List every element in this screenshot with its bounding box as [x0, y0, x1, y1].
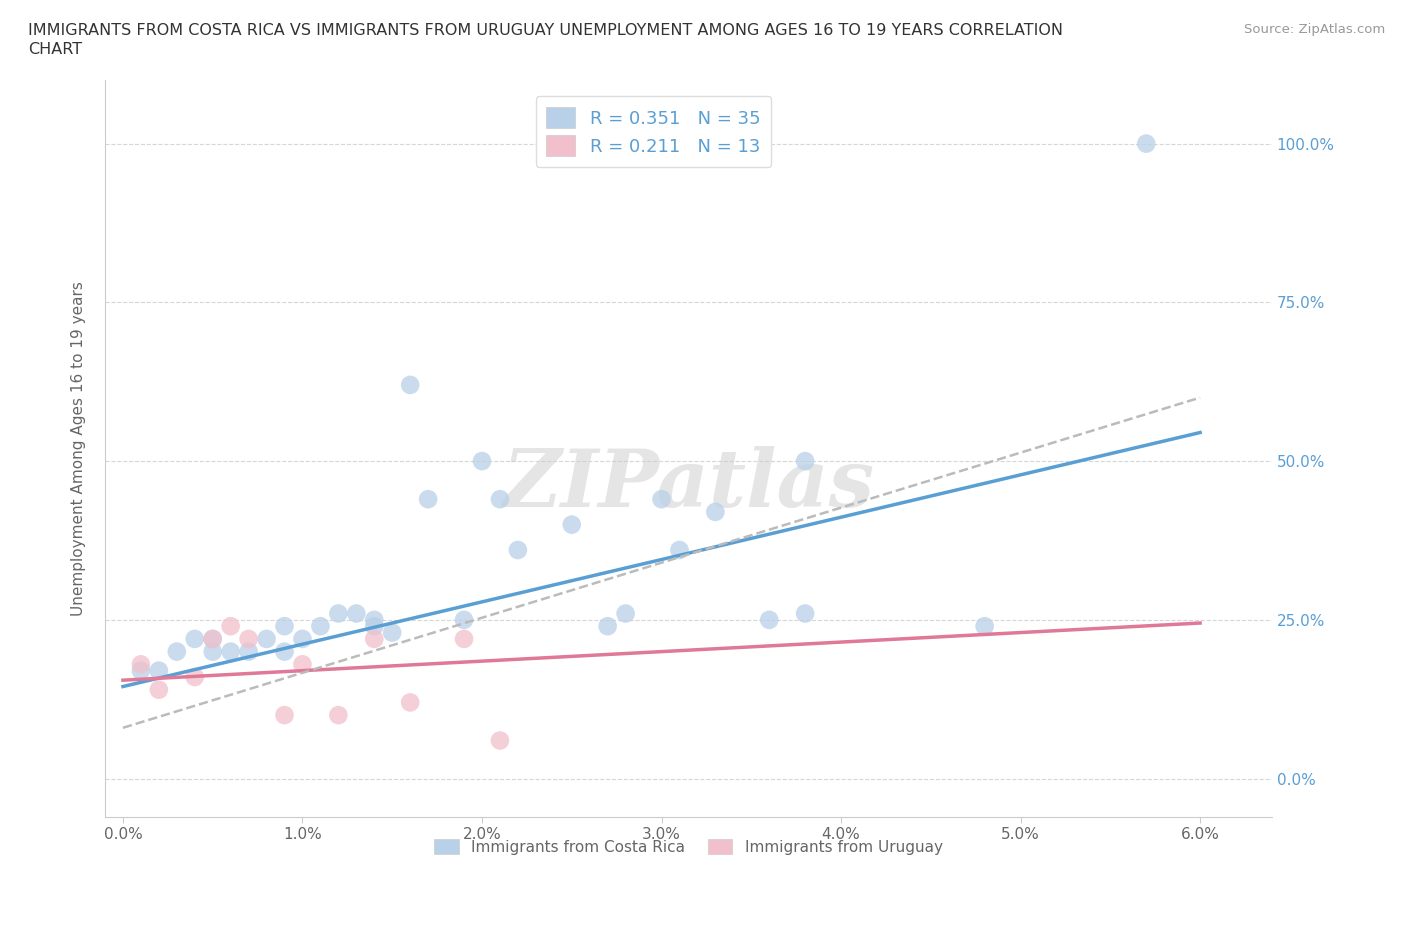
Point [453, 631, 475, 646]
Text: Source: ZipAtlas.com: Source: ZipAtlas.com [1244, 23, 1385, 36]
Point [273, 618, 295, 633]
Point [418, 492, 440, 507]
Point [794, 454, 817, 469]
Point [129, 663, 152, 678]
Point [309, 618, 332, 633]
Point [238, 644, 260, 659]
Point [328, 606, 350, 621]
Point [381, 625, 404, 640]
Point [758, 613, 780, 628]
Text: ZIPatlas: ZIPatlas [502, 446, 875, 524]
Point [219, 644, 242, 659]
Point [596, 618, 619, 633]
Point [453, 613, 475, 628]
Point [794, 606, 817, 621]
Point [273, 644, 295, 659]
Point [489, 492, 512, 507]
Point [166, 644, 188, 659]
Point [291, 631, 314, 646]
Point [238, 631, 260, 646]
Point [506, 542, 529, 557]
Point [201, 644, 224, 659]
Point [973, 618, 995, 633]
Point [668, 542, 690, 557]
Point [1135, 136, 1157, 151]
Point [399, 695, 422, 710]
Point [219, 618, 242, 633]
Point [148, 663, 170, 678]
Point [184, 631, 207, 646]
Point [363, 613, 385, 628]
Point [650, 492, 672, 507]
Point [489, 733, 512, 748]
Y-axis label: Unemployment Among Ages 16 to 19 years: Unemployment Among Ages 16 to 19 years [72, 281, 86, 616]
Point [201, 631, 224, 646]
Point [399, 378, 422, 392]
Point [363, 631, 385, 646]
Point [148, 683, 170, 698]
Point [614, 606, 637, 621]
Point [344, 606, 367, 621]
Point [328, 708, 350, 723]
Text: IMMIGRANTS FROM COSTA RICA VS IMMIGRANTS FROM URUGUAY UNEMPLOYMENT AMONG AGES 16: IMMIGRANTS FROM COSTA RICA VS IMMIGRANTS… [28, 23, 1063, 38]
Point [291, 657, 314, 671]
Point [273, 708, 295, 723]
Point [129, 657, 152, 671]
Legend: Immigrants from Costa Rica, Immigrants from Uruguay: Immigrants from Costa Rica, Immigrants f… [429, 832, 949, 860]
Point [256, 631, 278, 646]
Point [363, 618, 385, 633]
Point [184, 670, 207, 684]
Point [561, 517, 583, 532]
Text: CHART: CHART [28, 42, 82, 57]
Point [471, 454, 494, 469]
Point [704, 504, 727, 519]
Point [201, 631, 224, 646]
